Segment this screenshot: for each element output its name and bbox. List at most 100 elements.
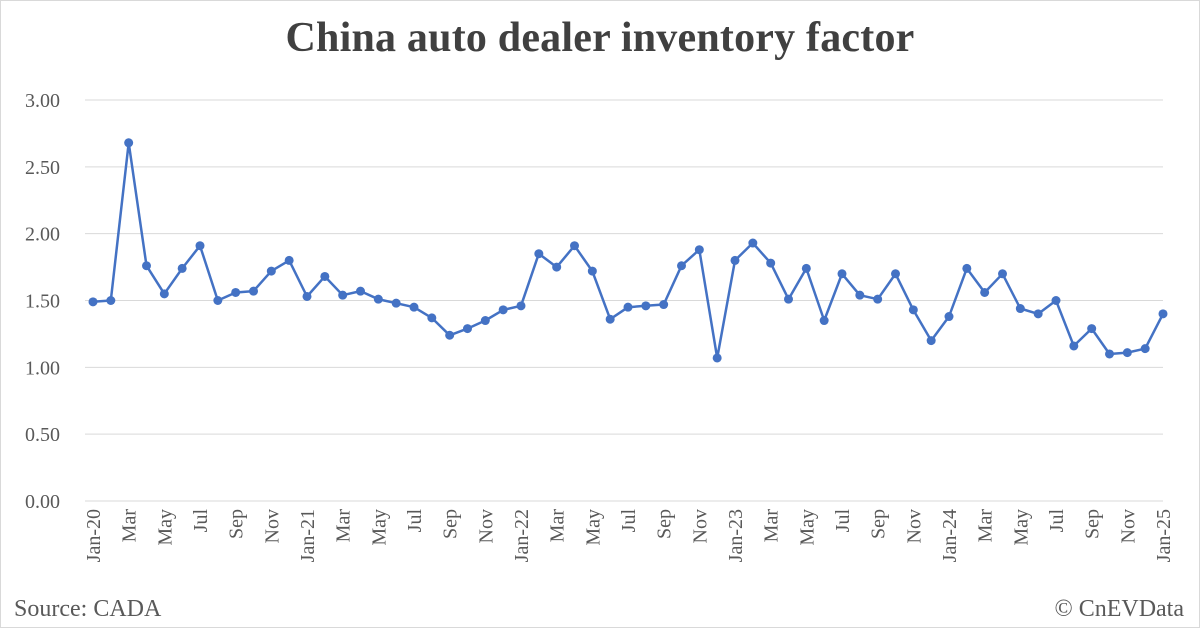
x-tick-label: May xyxy=(796,509,818,546)
x-tick-label: Mar xyxy=(547,509,569,543)
x-axis-tick-labels: Jan-20 Mar May Jul Sep Nov Jan-21 Mar May Jul Sep N… xyxy=(83,509,1175,563)
x-tick-label: Jul xyxy=(404,509,426,533)
x-tick-label: Sep xyxy=(654,509,676,539)
x-tick-label: Nov xyxy=(903,509,925,543)
data-point xyxy=(463,324,472,334)
data-point xyxy=(837,269,847,279)
data-point xyxy=(320,271,330,281)
data-point xyxy=(730,255,740,265)
data-point xyxy=(623,302,633,312)
x-tick-label: May xyxy=(1010,509,1032,546)
y-tick-label: 3.00 xyxy=(25,90,60,112)
data-point xyxy=(516,301,526,311)
data-point xyxy=(284,255,294,265)
y-tick-label: 0.50 xyxy=(25,424,60,446)
x-tick-label: Sep xyxy=(868,509,890,539)
data-point xyxy=(855,290,865,300)
data-point xyxy=(409,302,419,312)
x-tick-label: Sep xyxy=(440,509,462,539)
data-point xyxy=(570,241,579,251)
data-point xyxy=(391,298,401,308)
x-tick-label: Jan-20 xyxy=(83,509,105,562)
data-point xyxy=(124,138,134,148)
data-point xyxy=(908,305,918,315)
data-point xyxy=(998,269,1007,279)
data-point xyxy=(784,294,793,304)
data-point xyxy=(177,263,187,273)
data-point xyxy=(587,266,597,276)
data-point xyxy=(1015,304,1025,314)
data-point xyxy=(498,305,508,315)
data-point xyxy=(195,241,205,251)
gridlines xyxy=(85,99,1163,502)
data-point xyxy=(534,249,544,259)
x-tick-label: Nov xyxy=(1117,509,1139,543)
data-point xyxy=(213,296,223,305)
source-note: Source: CADA xyxy=(14,596,162,622)
x-tick-label: Jul xyxy=(618,509,640,533)
data-point xyxy=(302,291,312,301)
x-tick-label: Mar xyxy=(119,509,141,543)
data-point xyxy=(766,258,776,268)
chart-title: China auto dealer inventory factor xyxy=(285,15,915,61)
data-point xyxy=(142,261,151,271)
data-point xyxy=(445,330,455,340)
x-tick-label: Nov xyxy=(261,509,283,543)
data-point xyxy=(1087,324,1097,334)
data-point xyxy=(1140,344,1150,354)
x-tick-label: Jan-25 xyxy=(1153,509,1175,562)
x-tick-label: May xyxy=(154,509,176,546)
data-point xyxy=(249,286,258,296)
data-point xyxy=(480,316,490,326)
data-point xyxy=(88,297,98,307)
series-line xyxy=(92,141,1165,360)
x-tick-label: Nov xyxy=(689,509,711,543)
x-tick-label: Jul xyxy=(190,509,212,533)
data-point xyxy=(338,290,348,300)
data-point xyxy=(748,238,758,248)
data-point xyxy=(1105,349,1114,359)
y-tick-label: 1.00 xyxy=(25,357,60,379)
y-tick-label: 2.50 xyxy=(25,157,60,179)
data-point xyxy=(373,294,383,304)
x-tick-label: Jan-23 xyxy=(725,509,747,562)
y-tick-label: 2.00 xyxy=(25,224,60,246)
x-tick-label: May xyxy=(368,509,390,546)
data-point xyxy=(891,269,900,279)
data-point xyxy=(159,289,169,299)
data-point xyxy=(356,286,365,296)
x-tick-label: May xyxy=(582,509,604,546)
x-tick-label: Jul xyxy=(1046,509,1068,533)
data-point xyxy=(1122,348,1132,358)
x-tick-label: Mar xyxy=(333,509,355,543)
data-point xyxy=(873,294,883,304)
x-tick-label: Jul xyxy=(832,509,854,533)
data-point xyxy=(1069,341,1079,351)
x-tick-label: Sep xyxy=(1082,509,1104,539)
data-point xyxy=(231,287,241,297)
x-tick-label: Mar xyxy=(761,509,783,543)
data-point xyxy=(677,261,686,271)
data-point xyxy=(944,312,954,322)
data-point xyxy=(641,301,651,311)
data-point xyxy=(106,296,116,305)
data-point xyxy=(552,262,562,272)
data-point xyxy=(819,316,829,326)
y-tick-label: 1.50 xyxy=(25,291,60,313)
data-point xyxy=(712,353,722,363)
x-tick-label: Jan-22 xyxy=(511,509,533,562)
data-point xyxy=(1033,309,1043,319)
data-point xyxy=(427,313,437,323)
x-tick-label: Nov xyxy=(475,509,497,543)
data-point xyxy=(694,245,704,255)
data-point xyxy=(926,336,936,346)
series-layer xyxy=(88,138,1168,363)
data-point xyxy=(605,314,615,324)
x-tick-label: Sep xyxy=(226,509,248,539)
data-point xyxy=(659,300,669,310)
data-point xyxy=(962,263,972,273)
data-point xyxy=(266,266,276,276)
x-tick-label: Jan-24 xyxy=(939,509,961,562)
x-tick-label: Mar xyxy=(975,509,997,543)
